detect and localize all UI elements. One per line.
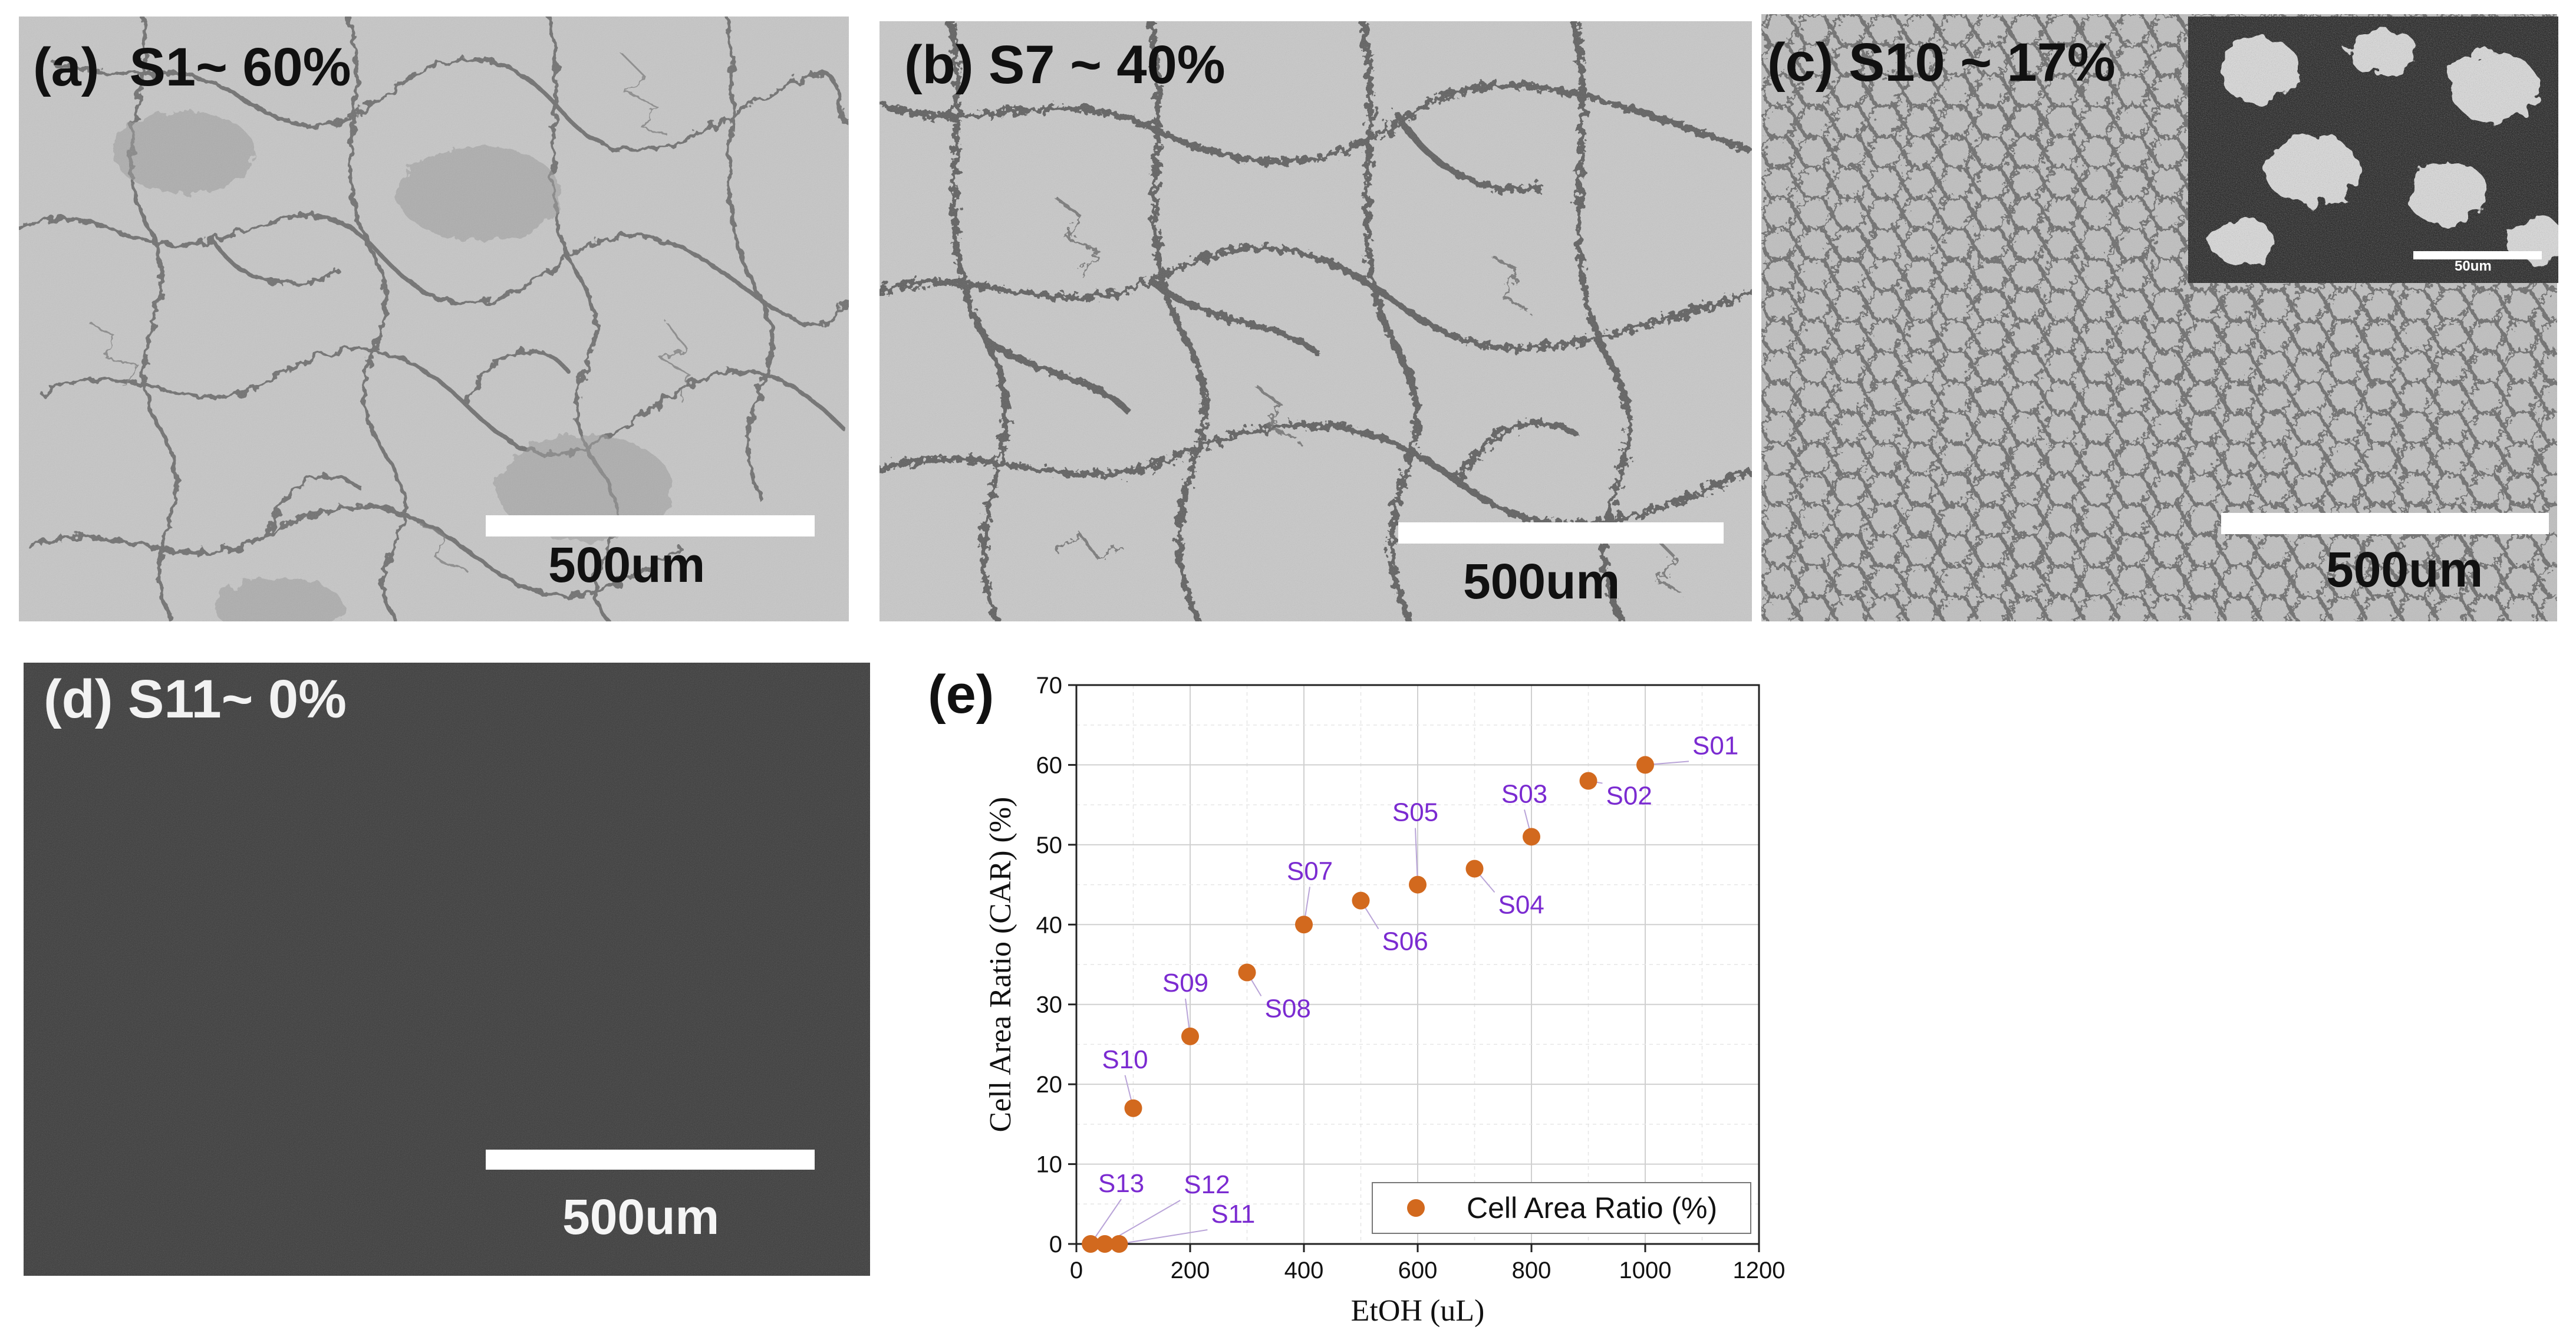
panel-b-scale-label: 500um xyxy=(1463,554,1620,609)
point-label-s13: S13 xyxy=(1098,1169,1144,1198)
y-tick-label: 60 xyxy=(1036,752,1063,778)
x-tick-label: 400 xyxy=(1284,1258,1324,1283)
x-tick-label: 0 xyxy=(1070,1258,1083,1283)
data-point-s07 xyxy=(1295,916,1313,934)
point-label-s12: S12 xyxy=(1184,1170,1230,1199)
y-tick-label: 0 xyxy=(1049,1232,1062,1258)
point-label-s02: S02 xyxy=(1606,782,1652,811)
point-label-s04: S04 xyxy=(1498,890,1544,919)
panel-c-label: (c) S10 ~ 17% xyxy=(1767,32,2116,93)
data-point-s01 xyxy=(1636,756,1654,774)
inset-scale-label: 50um xyxy=(2455,258,2492,274)
data-point-s08 xyxy=(1238,963,1256,982)
legend-box xyxy=(1372,1182,1751,1234)
x-tick-label: 800 xyxy=(1512,1258,1551,1283)
chart-legend: Cell Area Ratio (%) xyxy=(1372,1182,1751,1234)
sem-image-panel-b: (b) S7 ~ 40% 500um xyxy=(879,21,1752,621)
panel-a-scale-label: 500um xyxy=(548,537,706,592)
y-tick-label: 10 xyxy=(1036,1152,1063,1178)
data-point-s09 xyxy=(1181,1027,1199,1045)
panel-d-scale-label: 500um xyxy=(562,1189,720,1245)
sem-texture-d xyxy=(24,663,870,1276)
point-label-s09: S09 xyxy=(1162,969,1208,998)
data-point-s10 xyxy=(1124,1099,1142,1117)
point-label-s05: S05 xyxy=(1392,798,1438,827)
y-tick-label: 20 xyxy=(1036,1072,1063,1098)
panel-b-label: (b) S7 ~ 40% xyxy=(904,35,1226,95)
sem-image-panel-a: (a) S1~ 60% 500um xyxy=(19,17,849,621)
panel-b-scale-bar xyxy=(1398,522,1724,544)
inset-scale-bar xyxy=(2413,251,2542,259)
panel-d-scale-bar xyxy=(486,1150,815,1170)
axis-ticks: 0 200 400 600 800 1000 1200 0 10 20 30 40 50 60 70 xyxy=(1036,673,1786,1283)
inset-texture xyxy=(2188,17,2558,283)
annotation-leader xyxy=(1119,1229,1208,1245)
point-label-s08: S08 xyxy=(1265,995,1311,1023)
panel-c-inset-image: 50um xyxy=(2188,17,2558,283)
data-point-s06 xyxy=(1352,891,1370,910)
point-label-s06: S06 xyxy=(1382,927,1428,956)
sem-image-panel-c: (c) S10 ~ 17% 500um xyxy=(1761,14,2557,621)
x-tick-label: 1200 xyxy=(1733,1258,1786,1283)
panel-a-scale-bar xyxy=(486,515,815,536)
panel-c-scale-bar xyxy=(2221,513,2549,534)
y-axis-label: Cell Area Ratio (CAR) (%) xyxy=(984,797,1017,1133)
panel-c-scale-label: 500um xyxy=(2326,542,2483,597)
legend-marker xyxy=(1407,1199,1425,1217)
legend-label: Cell Area Ratio (%) xyxy=(1467,1191,1717,1224)
point-label-s01: S01 xyxy=(1692,731,1738,760)
y-tick-label: 50 xyxy=(1036,832,1063,858)
cell-area-ratio-chart: 0 200 400 600 800 1000 1200 0 10 20 30 40 50 60 70 S01… xyxy=(984,673,1786,1328)
data-point-s12 xyxy=(1096,1235,1114,1253)
data-points xyxy=(1082,756,1654,1253)
y-tick-label: 30 xyxy=(1036,992,1063,1018)
data-point-s02 xyxy=(1579,772,1597,790)
point-label-s10: S10 xyxy=(1102,1045,1148,1074)
sem-texture-b xyxy=(879,21,1752,621)
panel-e-label: (e) xyxy=(928,664,994,725)
panel-a-label: (a) S1~ 60% xyxy=(33,37,351,97)
annotation-leader xyxy=(1090,1199,1122,1245)
sem-image-panel-d: (d) S11~ 0% 500um xyxy=(24,663,870,1276)
y-tick-label: 40 xyxy=(1036,912,1063,938)
point-label-s11: S11 xyxy=(1211,1200,1255,1229)
y-tick-label: 70 xyxy=(1036,673,1063,699)
point-label-s03: S03 xyxy=(1501,779,1547,808)
data-point-s04 xyxy=(1465,860,1484,878)
x-tick-label: 1000 xyxy=(1619,1258,1672,1283)
point-label-s07: S07 xyxy=(1287,857,1333,886)
data-point-s13 xyxy=(1082,1235,1100,1253)
x-tick-label: 600 xyxy=(1398,1258,1438,1283)
x-axis-label: EtOH (uL) xyxy=(1351,1294,1485,1328)
panel-d-label: (d) S11~ 0% xyxy=(44,669,347,729)
annotation-leader xyxy=(1415,828,1418,885)
x-tick-label: 200 xyxy=(1171,1258,1210,1283)
chart-grid xyxy=(1076,684,1760,1245)
data-point-s11 xyxy=(1110,1235,1128,1253)
data-point-s05 xyxy=(1409,875,1427,894)
data-point-s03 xyxy=(1523,828,1540,846)
